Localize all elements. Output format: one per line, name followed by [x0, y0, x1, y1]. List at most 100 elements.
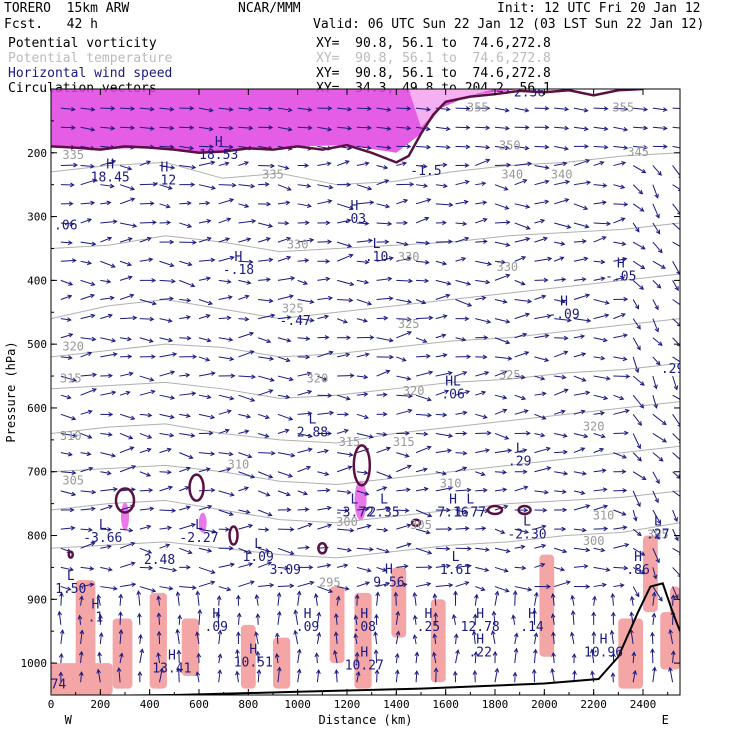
- vector-shaft: [396, 199, 408, 205]
- circulation-vector: [573, 547, 591, 553]
- vector-shaft: [120, 528, 133, 532]
- vector-head: [286, 315, 292, 320]
- circulation-vector: [317, 375, 328, 381]
- vector-shaft: [413, 635, 417, 645]
- vector-head: [286, 337, 292, 343]
- vector-head: [246, 237, 252, 242]
- circulation-vector: [317, 393, 333, 398]
- vector-head: [231, 182, 237, 188]
- vector-shaft: [258, 561, 272, 568]
- circulation-vector: [475, 448, 491, 454]
- circulation-vector: [396, 256, 413, 262]
- vector-shaft: [396, 162, 407, 167]
- vector-head: [245, 509, 251, 515]
- extremum-value: 13.41: [152, 662, 191, 677]
- vector-shaft: [276, 653, 279, 664]
- vector-head: [91, 489, 97, 495]
- circulation-vector: [672, 375, 679, 391]
- circulation-vector: [198, 566, 216, 574]
- circulation-vector: [137, 670, 143, 683]
- vector-head: [445, 293, 451, 299]
- vector-head: [481, 526, 487, 531]
- vector-shaft: [198, 505, 212, 511]
- vector-head: [151, 354, 156, 360]
- vector-shaft: [60, 592, 63, 606]
- circulation-vector: [455, 199, 469, 205]
- circulation-vector: [79, 595, 84, 606]
- vector-head: [250, 183, 256, 189]
- circulation-vector: [119, 222, 138, 228]
- vector-shaft: [613, 584, 624, 588]
- circulation-vector: [554, 299, 566, 304]
- vector-head: [585, 159, 591, 164]
- extremum-mark: L: [254, 537, 262, 552]
- vector-head: [462, 450, 468, 456]
- vector-shaft: [494, 126, 509, 130]
- circulation-vector: [593, 236, 607, 243]
- vector-head: [363, 470, 369, 476]
- circulation-vector: [276, 666, 282, 683]
- vector-head: [427, 412, 433, 418]
- vector-head: [269, 582, 275, 588]
- circulation-vector: [238, 106, 254, 112]
- vector-shaft: [573, 505, 590, 511]
- vector-head: [67, 355, 73, 360]
- circulation-vector: [494, 394, 508, 400]
- circulation-vector: [139, 471, 152, 477]
- vector-head: [422, 163, 428, 169]
- circulation-vector: [514, 312, 531, 320]
- circulation-vector: [317, 586, 334, 594]
- vector-head: [307, 125, 313, 131]
- circulation-vector: [179, 413, 191, 419]
- circulation-vector: [435, 432, 454, 438]
- vector-head: [600, 410, 606, 416]
- extremum-value: 9.56: [373, 576, 404, 591]
- circulation-vector: [593, 432, 606, 439]
- extremum-mark: H: [449, 492, 457, 507]
- vector-head: [107, 432, 113, 437]
- vector-head: [564, 106, 570, 112]
- vector-shaft: [258, 528, 269, 531]
- vector-head: [504, 107, 510, 113]
- vector-head: [512, 671, 518, 677]
- circulation-vector: [415, 581, 432, 588]
- circulation-vector: [297, 163, 310, 168]
- vector-head: [544, 125, 550, 130]
- vector-head: [601, 468, 607, 473]
- circulation-vector: [514, 485, 529, 492]
- vector-head: [650, 648, 655, 653]
- circulation-vector: [238, 331, 255, 339]
- vector-head: [216, 595, 222, 601]
- vector-head: [185, 372, 191, 378]
- circulation-vector: [416, 278, 430, 284]
- legend-pv-name: Potential vorticity: [8, 36, 157, 51]
- vector-head: [387, 276, 393, 282]
- vector-shaft: [258, 107, 273, 110]
- vector-shaft: [514, 545, 525, 549]
- vector-head: [655, 213, 660, 219]
- vector-head: [250, 474, 256, 479]
- vector-head: [427, 512, 433, 518]
- east-label: E: [662, 713, 669, 727]
- vector-shaft: [198, 566, 215, 574]
- vector-head: [69, 221, 75, 227]
- theta-label: 335: [262, 167, 284, 181]
- vector-head: [491, 610, 497, 616]
- vector-head: [228, 144, 234, 150]
- vector-head: [561, 526, 567, 532]
- circulation-vector: [534, 543, 547, 549]
- vector-shaft: [652, 165, 662, 176]
- vector-shaft: [475, 297, 486, 300]
- extremum-value: 18.45: [91, 170, 130, 185]
- vector-head: [652, 666, 657, 672]
- vector-head: [87, 409, 93, 415]
- circulation-vector: [651, 612, 657, 625]
- circulation-vector: [416, 564, 433, 570]
- vector-shaft: [593, 236, 606, 243]
- vector-head: [69, 507, 75, 513]
- vector-head: [286, 255, 292, 261]
- circulation-vector: [514, 256, 527, 262]
- circulation-vector: [415, 198, 432, 205]
- vector-shaft: [593, 107, 608, 110]
- circulation-vector: [613, 145, 629, 151]
